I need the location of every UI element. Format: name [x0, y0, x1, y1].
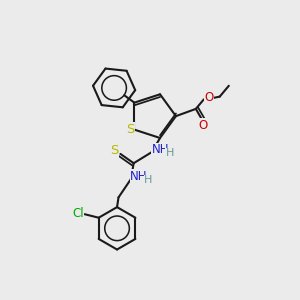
Text: NH: NH — [130, 170, 148, 183]
Text: S: S — [126, 123, 134, 136]
Text: O: O — [204, 92, 213, 104]
Text: H: H — [165, 148, 174, 158]
Text: O: O — [198, 119, 208, 132]
Text: NH: NH — [152, 143, 169, 156]
Text: Cl: Cl — [72, 207, 84, 220]
Text: S: S — [110, 145, 119, 158]
Text: H: H — [144, 175, 153, 185]
